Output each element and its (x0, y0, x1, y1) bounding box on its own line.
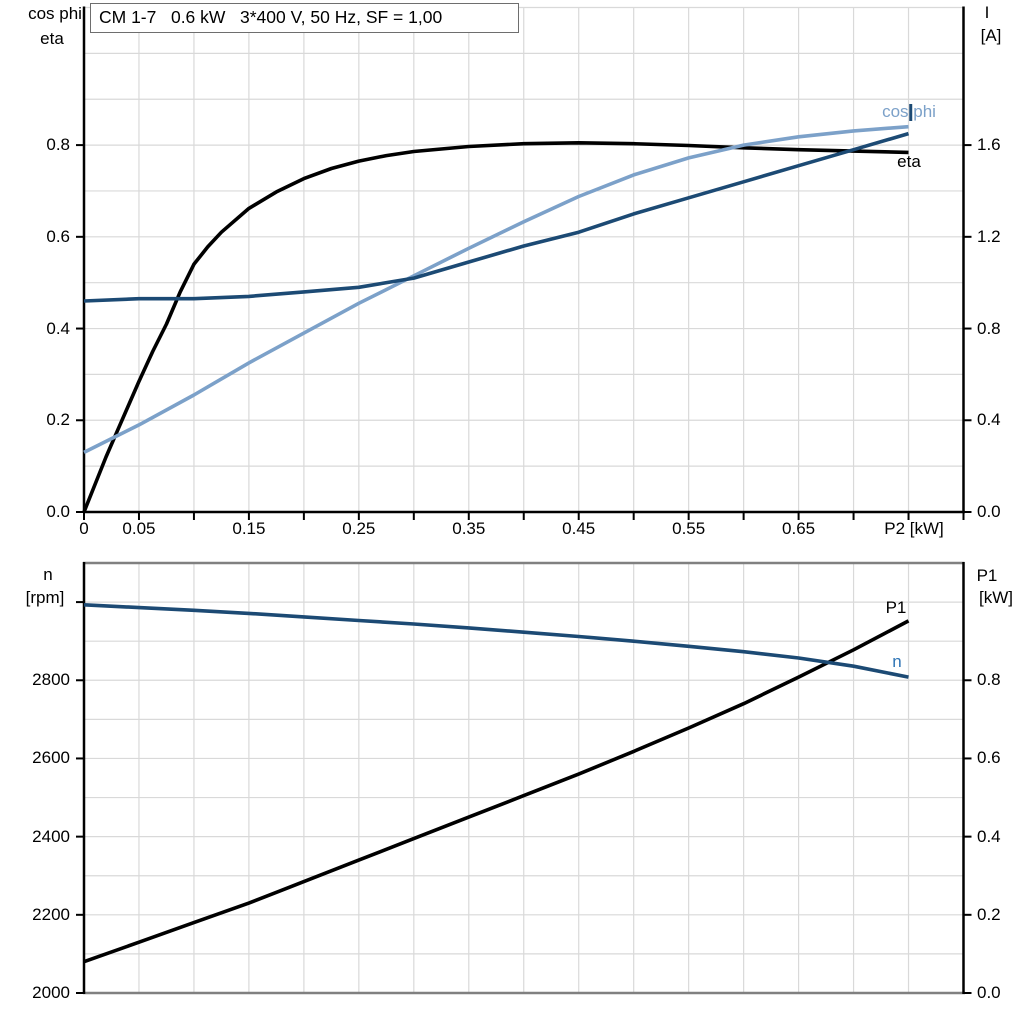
top-left-axis-title-line1: cos phi (28, 4, 82, 23)
n-curve-label: n (892, 652, 902, 671)
bottom-y-right-tick-label: 0.0 (977, 983, 1001, 1002)
top-x-tick-label: 0.25 (342, 519, 376, 538)
curve-n (83, 603, 909, 679)
p1-curve-label: P1 (885, 598, 907, 617)
curve-cos-phi (83, 124, 909, 455)
top-x-tick-label: 0 (79, 519, 89, 538)
bottom-right-axis-title-line2: [kW] (979, 588, 1013, 607)
bottom-y-left-tick-label: 2400 (32, 826, 70, 846)
bottom-y-right-tick-label: 0.2 (977, 904, 1001, 924)
top-x-tick-label: 0.05 (122, 519, 156, 538)
bottom-y-left-tick-label: 2800 (32, 670, 70, 690)
bottom-y-left-tick-label: 2000 (32, 983, 70, 1002)
curve-eta (82, 141, 909, 513)
bottom-right-axis-title-line1: P1 (976, 566, 998, 585)
bottom-left-axis-title-line1: n (43, 565, 53, 584)
eta-curve-label: eta (897, 152, 921, 171)
chart-title-box: CM 1-7 0.6 kW 3*400 V, 50 Hz, SF = 1,00 (90, 3, 519, 33)
top-x-tick-label: 0.35 (452, 519, 486, 538)
top-y-left-tick-label: 0.0 (46, 502, 70, 521)
top-y-right-tick-label: 0.4 (977, 410, 1001, 430)
top-y-left-tick-label: 0.8 (46, 135, 70, 155)
top-x-tick-label: 0.15 (232, 519, 266, 538)
top-y-right-tick-label: 0.0 (977, 502, 1001, 521)
x-axis-title: P2 [kW] (884, 519, 944, 538)
top-left-axis-title-line2: eta (40, 29, 64, 48)
top-y-left-tick-label: 0.2 (46, 410, 70, 430)
bottom-y-right-tick-label: 0.4 (977, 826, 1001, 846)
top-y-right-tick-label: 0.8 (977, 318, 1001, 338)
bottom-left-axis-title-line2: [rpm] (25, 588, 65, 607)
curve-I (83, 131, 910, 303)
top-right-axis-title-line1: I (984, 3, 990, 22)
bottom-y-left-tick-label: 2200 (32, 904, 70, 924)
top-x-tick-label: 0.55 (672, 519, 706, 538)
top-y-right-tick-label: 1.2 (977, 226, 1001, 246)
bottom-y-right-tick-label: 0.8 (977, 670, 1001, 690)
top-x-tick-label: 0.65 (782, 519, 816, 538)
bottom-y-right-tick-label: 0.6 (977, 748, 1001, 768)
top-y-right-tick-label: 1.6 (977, 135, 1001, 155)
top-y-left-tick-label: 0.4 (46, 318, 70, 338)
bottom-y-left-tick-label: 2600 (32, 748, 70, 768)
top-y-left-tick-label: 0.6 (46, 226, 70, 246)
top-x-tick-label: 0.45 (562, 519, 596, 538)
top-right-axis-title-line2: [A] (980, 26, 1002, 45)
curve-P1 (83, 619, 910, 964)
cos-phi-curve-label: cos phi (882, 102, 936, 121)
